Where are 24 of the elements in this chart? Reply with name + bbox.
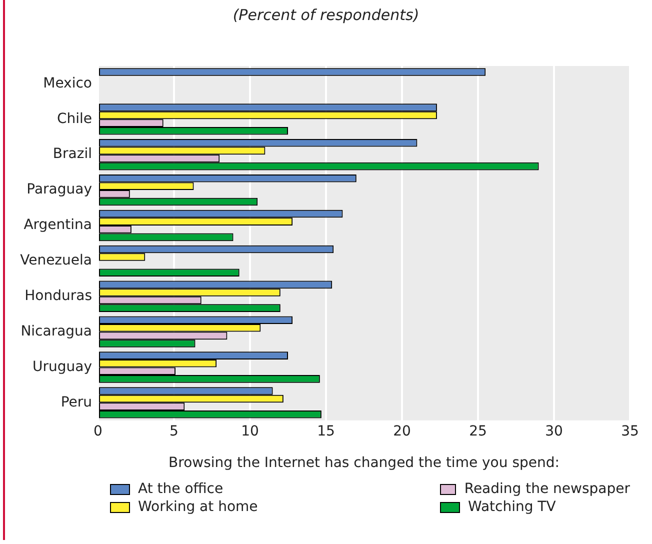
x-tick-label: 25 bbox=[469, 423, 487, 440]
y-tick-label: Nicaragua bbox=[20, 323, 92, 340]
y-tick-label: Paraguay bbox=[26, 182, 92, 198]
x-tick-label: 5 bbox=[170, 423, 178, 440]
x-axis-title: Browsing the Internet has changed the time you spend: bbox=[168, 455, 560, 472]
y-tick-label: Uruguay bbox=[32, 358, 92, 375]
y-tick-label: Mexico bbox=[43, 75, 92, 92]
x-tick-label: 35 bbox=[621, 423, 639, 440]
legend-label: Reading the newspaper bbox=[464, 481, 630, 497]
x-tick-label: 30 bbox=[545, 423, 563, 440]
y-tick-label: Peru bbox=[60, 394, 92, 410]
chart-title: (Percent of respondents) bbox=[232, 6, 420, 24]
y-tick-label: Venezuela bbox=[20, 252, 92, 269]
legend-label: At the office bbox=[138, 481, 224, 497]
y-tick-label: Honduras bbox=[24, 288, 92, 304]
legend-label: Working at home bbox=[138, 499, 258, 515]
x-tick-label: 10 bbox=[241, 423, 259, 440]
y-tick-label: Chile bbox=[56, 110, 92, 127]
y-tick-label: Argentina bbox=[24, 217, 92, 234]
x-tick-label: 20 bbox=[393, 423, 411, 440]
legend-label: Watching TV bbox=[468, 499, 556, 515]
y-tick-label: Brazil bbox=[52, 146, 92, 162]
x-tick-label: 15 bbox=[317, 423, 335, 440]
x-tick-label: 0 bbox=[94, 423, 102, 440]
